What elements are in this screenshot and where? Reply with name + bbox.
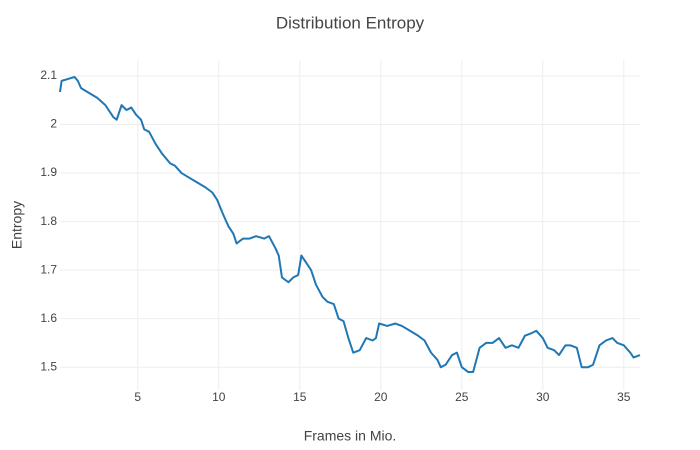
- x-tick-label: 25: [455, 390, 469, 404]
- x-tick-label: 5: [134, 390, 141, 404]
- x-tick-label: 15: [293, 390, 307, 404]
- x-axis-title: Frames in Mio.: [304, 428, 397, 444]
- chart-title: Distribution Entropy: [276, 13, 425, 32]
- x-tick-label: 30: [536, 390, 550, 404]
- x-tick-label: 20: [374, 390, 388, 404]
- y-axis-title: Entropy: [9, 201, 25, 249]
- x-tick-label: 10: [212, 390, 226, 404]
- y-tick-label: 2: [50, 117, 57, 131]
- y-tick-label: 1.6: [40, 311, 57, 325]
- y-tick-label: 2.1: [40, 68, 57, 82]
- y-tick-label: 1.8: [40, 214, 57, 228]
- y-tick-label: 1.7: [40, 262, 57, 276]
- x-tick-label: 35: [617, 390, 631, 404]
- y-tick-label: 1.5: [40, 359, 57, 373]
- line-series: [59, 75, 641, 374]
- y-tick-label: 1.9: [40, 165, 57, 179]
